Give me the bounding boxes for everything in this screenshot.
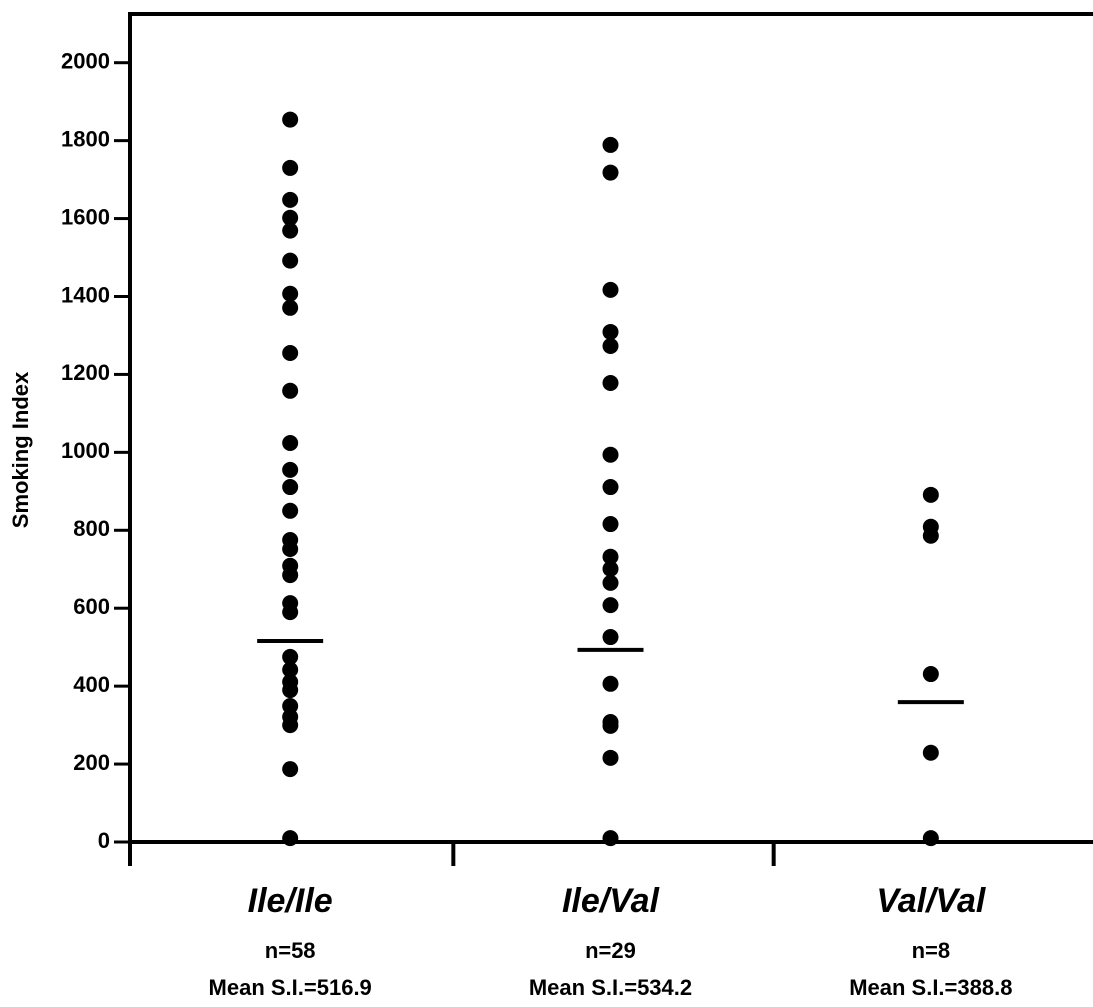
annotation: Mean S.I.=388.8 [849, 975, 1012, 1000]
annotation: Mean S.I.=534.2 [529, 975, 692, 1000]
data-point [282, 682, 299, 699]
data-point [922, 666, 939, 683]
data-point [602, 574, 619, 591]
data-point [602, 548, 619, 565]
data-point [282, 435, 299, 452]
annotation: n=8 [912, 938, 951, 963]
data-point [602, 560, 619, 577]
data-point [282, 648, 299, 665]
x-tick-label: Ile/Ile [248, 882, 333, 920]
data-point [602, 337, 619, 354]
data-point [602, 374, 619, 391]
data-point [602, 136, 619, 153]
annotation: n=58 [265, 938, 316, 963]
data-point [282, 159, 299, 176]
data-point [282, 540, 299, 557]
data-point [282, 252, 299, 269]
data-point [282, 209, 299, 226]
data-point [922, 744, 939, 761]
data-point [282, 479, 299, 496]
data-point [602, 164, 619, 181]
data-point [282, 461, 299, 478]
y-tick-label: 1200 [61, 360, 110, 385]
data-point [282, 567, 299, 584]
data-point [922, 527, 939, 544]
data-point [602, 479, 619, 496]
data-point [282, 222, 299, 239]
x-tick-label: Ile/Val [562, 882, 661, 920]
y-axis-label: Smoking Index [8, 371, 33, 528]
data-point [282, 502, 299, 519]
data-point [922, 486, 939, 503]
data-point [282, 661, 299, 678]
data-point [602, 323, 619, 340]
y-tick-label: 600 [73, 594, 110, 619]
data-point [282, 191, 299, 208]
data-point [282, 111, 299, 128]
data-point [602, 281, 619, 298]
data-point [602, 446, 619, 463]
data-point [282, 344, 299, 361]
data-point [922, 830, 939, 847]
y-tick-label: 800 [73, 516, 110, 541]
data-point [602, 675, 619, 692]
y-tick-label: 2000 [61, 49, 110, 74]
y-tick-label: 1600 [61, 204, 110, 229]
data-point [282, 285, 299, 302]
annotation: Mean S.I.=516.9 [209, 975, 372, 1000]
data-point [602, 597, 619, 614]
y-tick-label: 1800 [61, 126, 110, 151]
data-point [602, 717, 619, 734]
data-point [282, 717, 299, 734]
annotation: n=29 [585, 938, 636, 963]
data-point [282, 382, 299, 399]
data-point [602, 830, 619, 847]
y-tick-label: 400 [73, 672, 110, 697]
y-tick-label: 1400 [61, 282, 110, 307]
x-tick-label: Val/Val [876, 882, 987, 920]
y-tick-label: 0 [98, 828, 110, 853]
data-point [602, 749, 619, 766]
data-point [602, 629, 619, 646]
data-point [602, 516, 619, 533]
data-point [282, 299, 299, 316]
data-point [282, 761, 299, 778]
data-point [282, 604, 299, 621]
y-tick-label: 200 [73, 750, 110, 775]
data-point [282, 830, 299, 847]
y-tick-label: 1000 [61, 438, 110, 463]
